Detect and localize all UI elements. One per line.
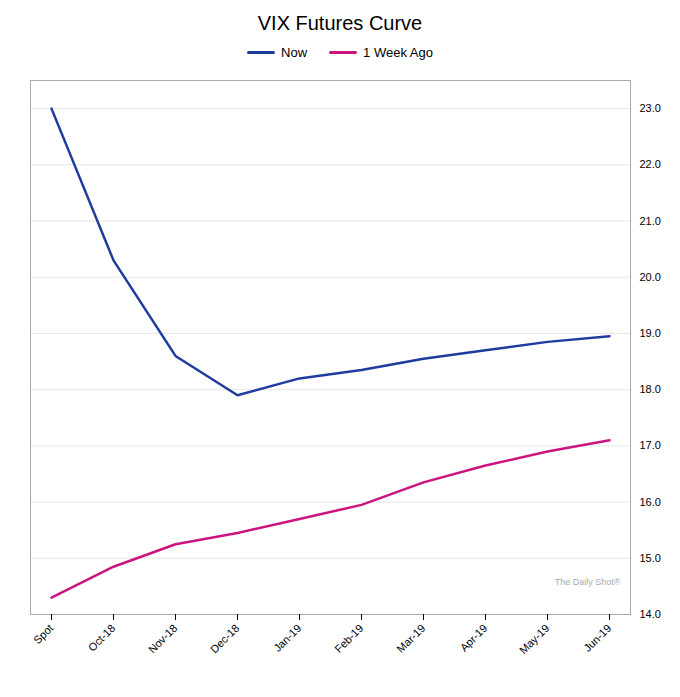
svg-text:Dec-18: Dec-18: [208, 622, 242, 656]
svg-text:Spot: Spot: [31, 622, 55, 646]
svg-text:Oct-18: Oct-18: [86, 622, 118, 654]
svg-text:21.0: 21.0: [640, 215, 661, 227]
svg-text:Jun-19: Jun-19: [581, 622, 613, 654]
svg-text:18.0: 18.0: [640, 383, 661, 395]
html-text:Now: Now: [281, 44, 308, 60]
svg-text:The Daily Shot®: The Daily Shot®: [555, 577, 621, 587]
svg-text:19.0: 19.0: [640, 327, 661, 339]
svg-text:Apr-19: Apr-19: [458, 622, 490, 654]
svg-text:22.0: 22.0: [640, 158, 661, 170]
svg-text:May-19: May-19: [517, 622, 551, 656]
svg-text:14.0: 14.0: [640, 608, 661, 620]
svg-text:Feb-19: Feb-19: [332, 622, 365, 655]
html-text:VIX Futures Curve: VIX Futures Curve: [257, 12, 423, 34]
svg-text:15.0: 15.0: [640, 552, 661, 564]
svg-text:Jan-19: Jan-19: [271, 622, 303, 654]
html-text:1 Week Ago: 1 Week Ago: [363, 44, 433, 60]
svg-text:16.0: 16.0: [640, 496, 661, 508]
svg-text:17.0: 17.0: [640, 439, 661, 451]
svg-text:20.0: 20.0: [640, 271, 661, 283]
svg-text:Nov-18: Nov-18: [146, 622, 180, 656]
svg-text:Mar-19: Mar-19: [394, 622, 427, 655]
svg-text:23.0: 23.0: [640, 102, 661, 114]
